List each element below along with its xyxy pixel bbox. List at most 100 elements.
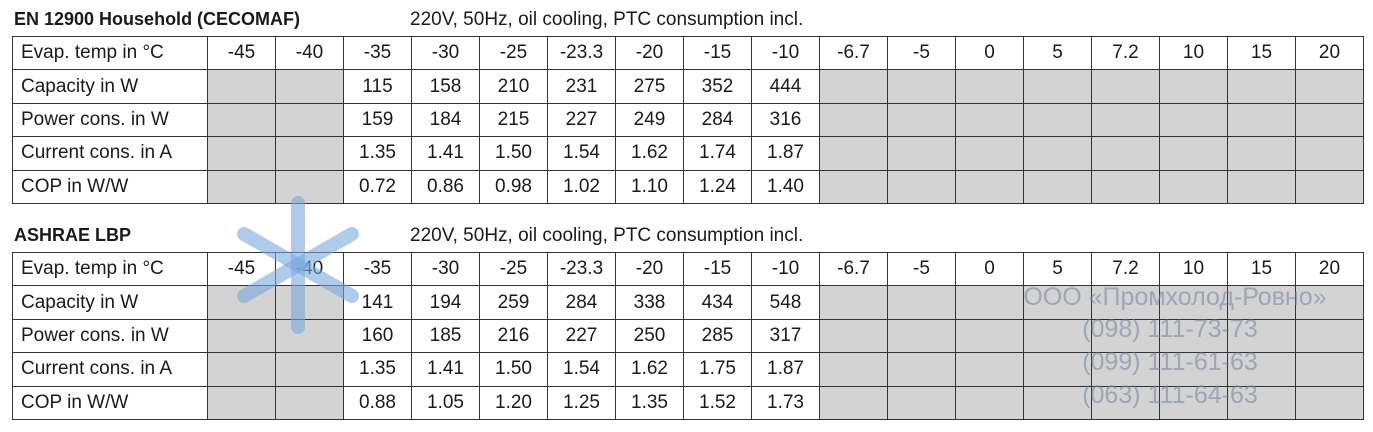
empty-cell — [207, 318, 276, 354]
value-cell: 1.05 — [411, 385, 480, 420]
empty-cell — [1091, 136, 1160, 171]
empty-cell — [1091, 169, 1160, 204]
value-cell: 5 — [1023, 251, 1092, 287]
value-cell: 434 — [683, 285, 752, 320]
value-cell: 316 — [751, 102, 820, 138]
watermark-phone: (098) 111-73-73 — [1082, 315, 1258, 343]
value-cell: 1.52 — [683, 385, 752, 420]
value-cell: -5 — [887, 35, 956, 71]
empty-cell — [207, 136, 276, 171]
value-cell: 1.50 — [479, 136, 548, 171]
value-cell: 249 — [615, 102, 684, 138]
value-cell: 1.87 — [751, 136, 820, 171]
data-table: Evap. temp in °C -45 -40 -35 -30 -25 -23.3 -20-… — [12, 251, 1364, 420]
empty-cell — [955, 318, 1024, 354]
value-cell: 1.02 — [547, 169, 616, 204]
empty-cell — [1091, 102, 1160, 138]
empty-cell — [819, 385, 888, 420]
empty-cell — [275, 169, 344, 204]
empty-cell — [1227, 318, 1296, 354]
conditions: 220V, 50Hz, oil cooling, PTC consumption… — [410, 225, 804, 246]
row-label: Power cons. in W — [12, 318, 208, 354]
empty-cell — [955, 69, 1024, 104]
value-cell: 1.35 — [343, 136, 412, 171]
value-cell: 0.86 — [411, 169, 480, 204]
empty-cell — [1023, 169, 1092, 204]
row-label: Capacity in W — [12, 285, 208, 320]
conditions: 220V, 50Hz, oil cooling, PTC consumption… — [410, 9, 804, 30]
value-cell: 259 — [479, 285, 548, 320]
value-cell: -15 — [683, 251, 752, 287]
empty-cell — [207, 69, 276, 104]
empty-cell — [819, 102, 888, 138]
empty-cell — [955, 102, 1024, 138]
empty-cell — [887, 285, 956, 320]
value-cell: 1.25 — [547, 385, 616, 420]
value-cell: 115 — [343, 69, 412, 104]
empty-cell — [1295, 352, 1364, 387]
value-cell: 1.35 — [343, 352, 412, 387]
watermark-company: ООО «Промхолод-Ровно» — [1023, 283, 1327, 311]
value-cell: 0 — [955, 251, 1024, 287]
table-row: COP in W/W 0.88 1.05 1.20 1.25 1.35 1.52 1.73 — [12, 385, 1364, 420]
value-cell: 338 — [615, 285, 684, 320]
value-cell: -23.3 — [547, 251, 616, 287]
value-cell: 15 — [1227, 251, 1296, 287]
empty-cell — [1295, 318, 1364, 354]
value-cell: -20 — [615, 251, 684, 287]
value-cell: 210 — [479, 69, 548, 104]
value-cell: -30 — [411, 35, 480, 71]
value-cell: 1.50 — [479, 352, 548, 387]
empty-cell — [1159, 102, 1228, 138]
empty-cell — [819, 69, 888, 104]
value-cell: 1.54 — [547, 136, 616, 171]
empty-cell — [1159, 385, 1228, 420]
value-cell: 159 — [343, 102, 412, 138]
value-cell: 250 — [615, 318, 684, 354]
empty-cell — [1091, 352, 1160, 387]
empty-cell — [1227, 385, 1296, 420]
table-row: Evap. temp in °C -45 -40 -35 -30 -25 -23.3 -20-… — [12, 251, 1364, 287]
value-cell: -6.7 — [819, 35, 888, 71]
value-cell: -5 — [887, 251, 956, 287]
value-cell: 0 — [955, 35, 1024, 71]
value-cell: 7.2 — [1091, 251, 1160, 287]
empty-cell — [275, 385, 344, 420]
empty-cell — [819, 169, 888, 204]
empty-cell — [1159, 136, 1228, 171]
section-title: ASHRAE LBP — [14, 225, 132, 245]
watermark-phone: (063) 111-64-63 — [1082, 381, 1258, 409]
value-cell: -10 — [751, 35, 820, 71]
data-table: Evap. temp in °C -45 -40 -35 -30 -25 -23.3 -20-… — [12, 35, 1364, 204]
empty-cell — [819, 285, 888, 320]
empty-cell — [1227, 169, 1296, 204]
empty-cell — [1227, 136, 1296, 171]
value-cell: 1.10 — [615, 169, 684, 204]
empty-cell — [887, 136, 956, 171]
empty-cell — [207, 352, 276, 387]
value-cell: 15 — [1227, 35, 1296, 71]
value-cell: 1.74 — [683, 136, 752, 171]
value-cell: 10 — [1159, 35, 1228, 71]
empty-cell — [1159, 285, 1228, 320]
empty-cell — [887, 169, 956, 204]
value-cell: 227 — [547, 102, 616, 138]
table-row: COP in W/W 0.72 0.86 0.98 1.02 1.10 1.24 1.40 — [12, 169, 1364, 204]
empty-cell — [955, 169, 1024, 204]
value-cell: 285 — [683, 318, 752, 354]
value-cell: 1.75 — [683, 352, 752, 387]
value-cell: 317 — [751, 318, 820, 354]
value-cell: -35 — [343, 251, 412, 287]
value-cell: 184 — [411, 102, 480, 138]
value-cell: 194 — [411, 285, 480, 320]
empty-cell — [207, 169, 276, 204]
value-cell: 10 — [1159, 251, 1228, 287]
value-cell: 1.20 — [479, 385, 548, 420]
value-cell: -25 — [479, 35, 548, 71]
table-row: Current cons. in A 1.35 1.41 1.50 1.54 1.62 1.… — [12, 136, 1364, 171]
value-cell: -30 — [411, 251, 480, 287]
table-row: Capacity in W 141 194 259 284 338 434 548 — [12, 285, 1364, 320]
snowflake-watermark — [237, 196, 359, 334]
empty-cell — [275, 352, 344, 387]
empty-cell — [819, 318, 888, 354]
